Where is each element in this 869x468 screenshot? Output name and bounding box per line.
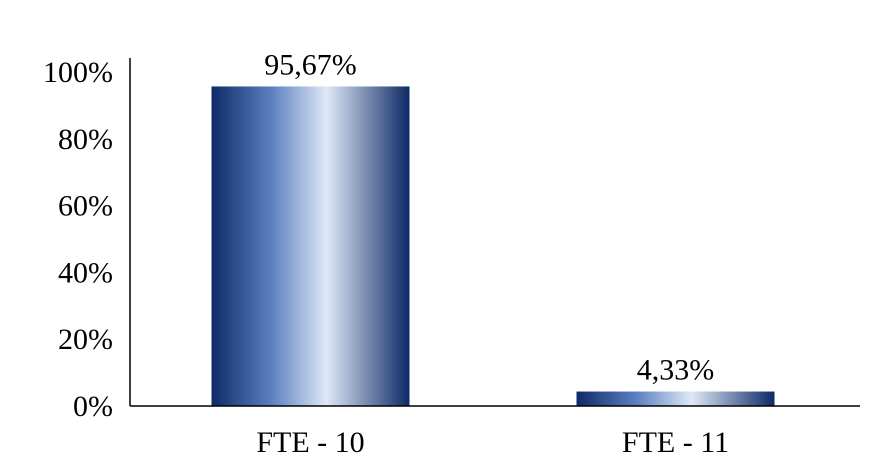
y-axis-ticks: 0% 20% 40% 60% 80% 100%: [43, 56, 113, 423]
bar: [576, 391, 775, 406]
y-tick-label: 100%: [43, 56, 113, 89]
y-tick-label: 40%: [58, 256, 113, 289]
x-axis-labels: FTE - 10 FTE - 11: [256, 426, 729, 459]
y-tick-label: 80%: [58, 123, 113, 156]
x-tick-label: FTE - 11: [622, 426, 729, 459]
y-tick-label: 60%: [58, 190, 113, 223]
data-label: 4,33%: [637, 354, 715, 387]
x-tick-label: FTE - 10: [256, 426, 364, 459]
axes: [129, 58, 860, 407]
data-label: 95,67%: [264, 48, 357, 81]
data-labels: 95,67% 4,33%: [264, 48, 714, 386]
y-tick-label: 0%: [73, 390, 113, 423]
bars: [211, 86, 775, 407]
y-tick-label: 20%: [58, 323, 113, 356]
bar: [211, 86, 410, 407]
